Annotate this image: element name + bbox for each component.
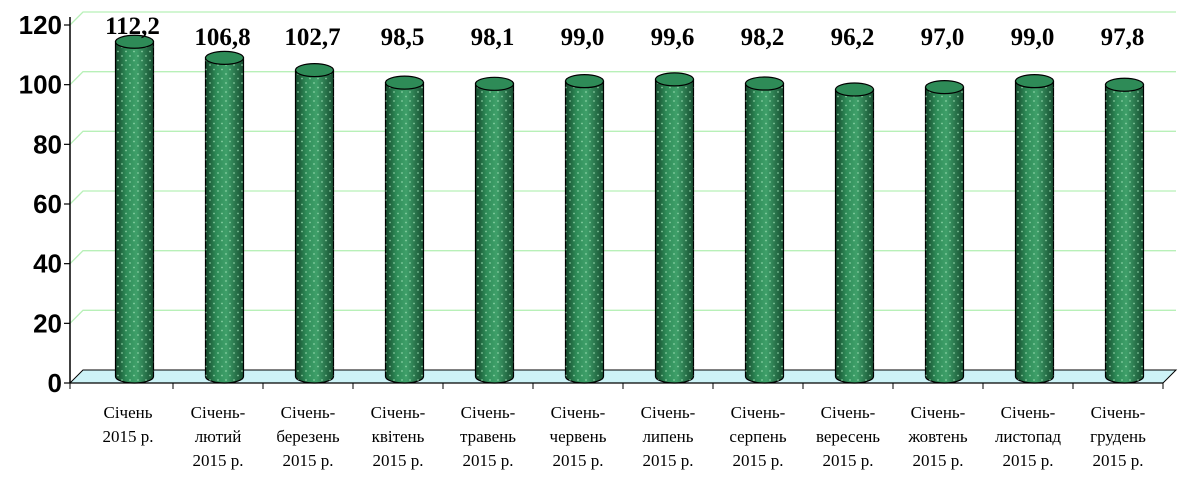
- y-tick-label: 100: [19, 70, 62, 100]
- gridline: [69, 190, 1176, 205]
- bar: [654, 72, 695, 384]
- data-label: 106,8: [194, 24, 250, 51]
- y-tick-label: 0: [48, 368, 62, 398]
- x-category-label: Січень-серпень 2015 р.: [729, 403, 787, 470]
- x-category-label: Січень 2015 р.: [103, 403, 154, 446]
- bar: [474, 76, 515, 384]
- data-labels: 112,2 106,8 102,7 98,5 98,1 99,0 99,6 98,2 96,2 9…: [105, 13, 1144, 51]
- data-label: 98,1: [471, 24, 515, 51]
- y-tick-label: 20: [33, 308, 62, 338]
- x-category-label: Січень-листопад 2015 р.: [995, 403, 1061, 470]
- bar: [1104, 77, 1145, 384]
- gridline: [69, 71, 1176, 86]
- bar: [834, 82, 875, 384]
- x-category-label: Січень-вересень 2015 р.: [816, 403, 880, 470]
- x-axis-labels: Січень 2015 р. Січень-лютий 2015 р. Січень-б…: [103, 403, 1147, 470]
- gridline: [69, 130, 1176, 145]
- x-category-label: Січень-грудень 2015 р.: [1090, 403, 1146, 470]
- data-label: 98,2: [741, 24, 785, 51]
- bars: [114, 34, 1145, 384]
- x-category-label: Січень-червень 2015 р.: [550, 403, 607, 470]
- x-category-label: Січень-жовтень 2015 р.: [907, 403, 967, 470]
- bar: [204, 50, 245, 384]
- x-category-label: Січень-березень 2015 р.: [276, 403, 340, 470]
- y-tick-label: 60: [33, 189, 62, 219]
- bar: [1014, 74, 1055, 384]
- gridline: [69, 309, 1176, 324]
- gridline: [69, 11, 1176, 26]
- data-label: 112,2: [105, 13, 160, 40]
- y-tick-label: 40: [33, 249, 62, 279]
- bar: [924, 80, 965, 384]
- x-category-label: Січень-липень 2015 р.: [641, 403, 696, 470]
- bar: [114, 34, 155, 384]
- x-category-label: Січень-травень 2015 р.: [460, 403, 516, 470]
- x-category-label: Січень-лютий 2015 р.: [191, 403, 246, 470]
- data-label: 96,2: [831, 24, 875, 51]
- data-label: 98,5: [381, 24, 425, 51]
- data-label: 102,7: [284, 24, 340, 51]
- gridlines: [69, 11, 1176, 324]
- x-category-label: Січень-квітень 2015 р.: [371, 403, 426, 470]
- data-label: 99,0: [561, 24, 605, 51]
- y-tick-label: 80: [33, 129, 62, 159]
- axes: [64, 17, 1178, 389]
- bar: [384, 75, 425, 384]
- data-label: 97,8: [1101, 24, 1145, 51]
- y-tick-label: 120: [19, 10, 62, 40]
- bar: [564, 74, 605, 384]
- bar: [744, 76, 785, 384]
- gridline: [69, 250, 1176, 265]
- data-label: 99,0: [1011, 24, 1055, 51]
- bar: [294, 63, 335, 384]
- y-axis-ticks: 0 20 40 60 80 100 120: [19, 10, 62, 398]
- data-label: 97,0: [921, 24, 965, 51]
- data-label: 99,6: [651, 24, 695, 51]
